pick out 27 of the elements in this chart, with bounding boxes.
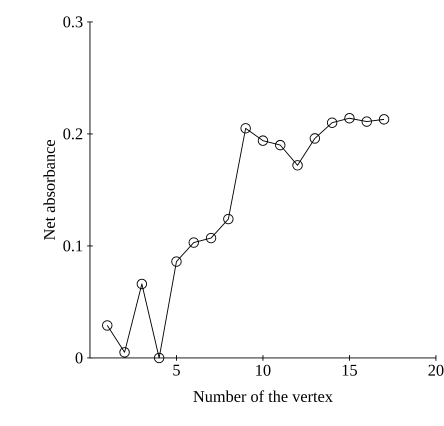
- point: [240, 123, 251, 134]
- point: [223, 214, 234, 224]
- x-axis-title: Number of the vertex: [193, 390, 333, 402]
- point: [171, 256, 182, 267]
- x-tick-label: 15: [342, 364, 357, 376]
- y-tick-label: 0: [76, 352, 83, 364]
- point: [275, 140, 286, 150]
- point: [188, 237, 199, 248]
- point: [119, 347, 130, 358]
- point: [344, 113, 355, 124]
- y-tick-label: 0.3: [63, 16, 82, 28]
- point: [206, 232, 216, 244]
- point: [258, 135, 268, 146]
- point: [102, 320, 112, 331]
- y-tick-label: 0.2: [63, 128, 82, 140]
- point: [154, 352, 164, 364]
- point: [378, 114, 390, 125]
- point: [310, 133, 320, 144]
- x-tick-label: 5: [173, 364, 180, 376]
- x-tick-label: 10: [256, 364, 270, 376]
- y-axis-title: Net absorbance: [43, 140, 55, 240]
- point: [292, 160, 303, 171]
- x-tick-label: 20: [428, 364, 444, 376]
- y-tick-label: 0.1: [63, 240, 82, 252]
- point: [362, 116, 372, 127]
- point: [136, 278, 148, 290]
- point: [326, 118, 338, 128]
